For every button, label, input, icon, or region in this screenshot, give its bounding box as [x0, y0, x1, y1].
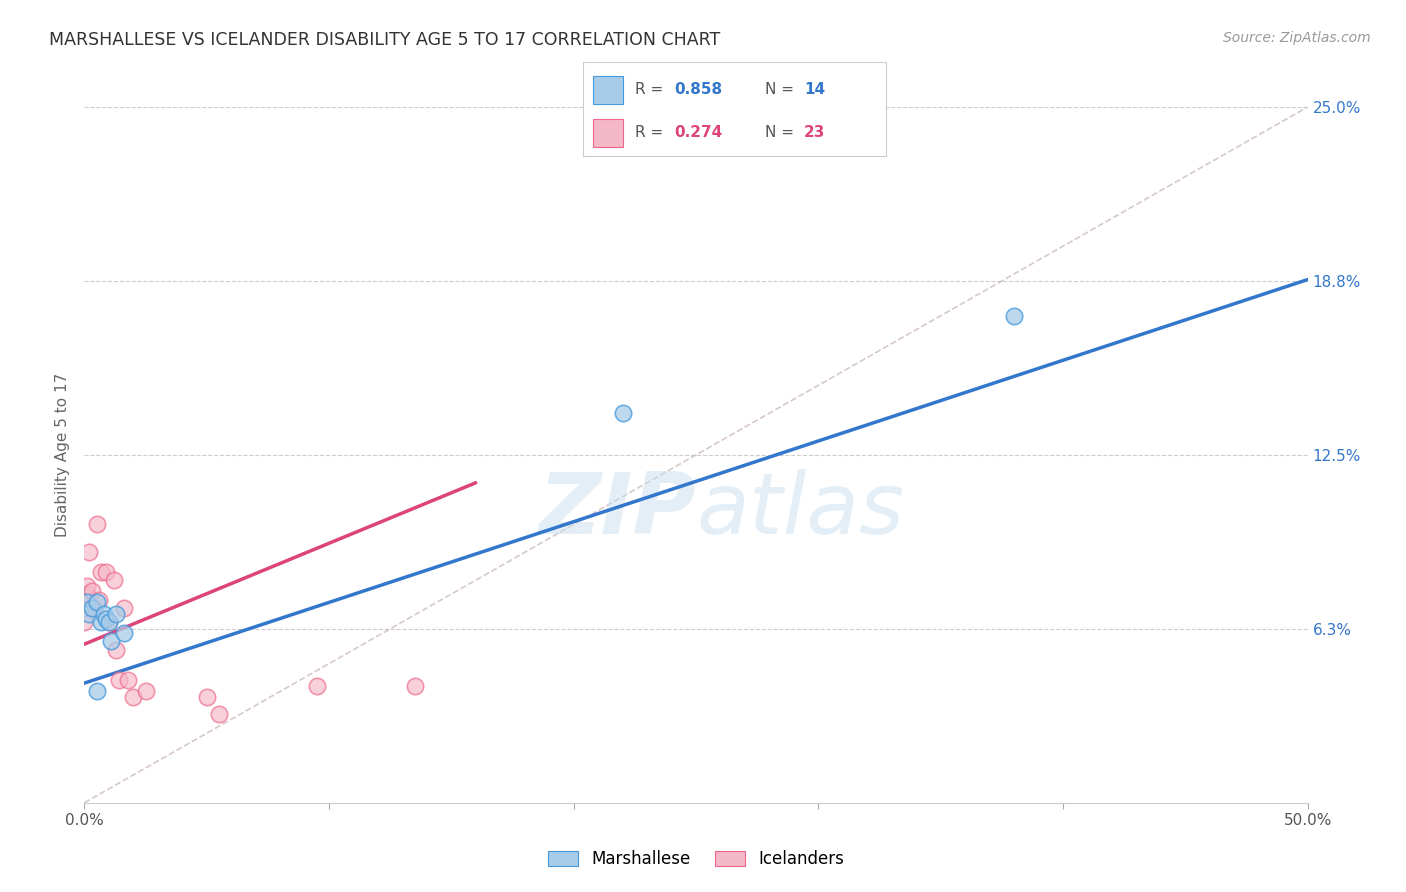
Icelanders: [305, 679, 328, 693]
FancyBboxPatch shape: [583, 62, 886, 156]
Text: Source: ZipAtlas.com: Source: ZipAtlas.com: [1223, 31, 1371, 45]
Marshallese: [80, 601, 103, 615]
Icelanders: [90, 565, 112, 579]
Text: 0.274: 0.274: [675, 125, 723, 140]
Text: 23: 23: [804, 125, 825, 140]
Marshallese: [96, 612, 118, 626]
FancyBboxPatch shape: [592, 76, 623, 103]
Text: 0.858: 0.858: [675, 82, 723, 97]
Marshallese: [1002, 309, 1025, 323]
Marshallese: [612, 406, 634, 420]
Icelanders: [107, 673, 129, 688]
Y-axis label: Disability Age 5 to 17: Disability Age 5 to 17: [55, 373, 70, 537]
Icelanders: [80, 584, 103, 599]
Icelanders: [105, 642, 128, 657]
Text: R =: R =: [636, 82, 668, 97]
Icelanders: [76, 587, 98, 601]
Marshallese: [97, 615, 120, 629]
Icelanders: [73, 615, 96, 629]
Text: MARSHALLESE VS ICELANDER DISABILITY AGE 5 TO 17 CORRELATION CHART: MARSHALLESE VS ICELANDER DISABILITY AGE …: [49, 31, 720, 49]
Text: R =: R =: [636, 125, 668, 140]
Marshallese: [100, 634, 122, 648]
Icelanders: [77, 545, 100, 559]
Text: N =: N =: [765, 82, 799, 97]
Marshallese: [90, 615, 112, 629]
Icelanders: [97, 615, 120, 629]
Icelanders: [135, 684, 157, 698]
Marshallese: [86, 595, 108, 609]
Icelanders: [83, 601, 105, 615]
Icelanders: [122, 690, 145, 704]
Icelanders: [195, 690, 218, 704]
Marshallese: [77, 607, 100, 621]
Marshallese: [86, 684, 108, 698]
Icelanders: [112, 601, 135, 615]
Text: 14: 14: [804, 82, 825, 97]
Icelanders: [76, 579, 98, 593]
Icelanders: [73, 601, 96, 615]
Icelanders: [404, 679, 426, 693]
Icelanders: [87, 592, 110, 607]
Icelanders: [86, 517, 108, 532]
Icelanders: [117, 673, 139, 688]
Marshallese: [112, 626, 135, 640]
Icelanders: [96, 565, 118, 579]
FancyBboxPatch shape: [592, 119, 623, 147]
Marshallese: [105, 607, 128, 621]
Text: ZIP: ZIP: [538, 469, 696, 552]
Icelanders: [208, 706, 231, 721]
Marshallese: [76, 595, 98, 609]
Icelanders: [103, 573, 125, 587]
Legend: Marshallese, Icelanders: Marshallese, Icelanders: [541, 843, 851, 874]
Text: atlas: atlas: [696, 469, 904, 552]
Text: N =: N =: [765, 125, 799, 140]
Marshallese: [93, 607, 115, 621]
